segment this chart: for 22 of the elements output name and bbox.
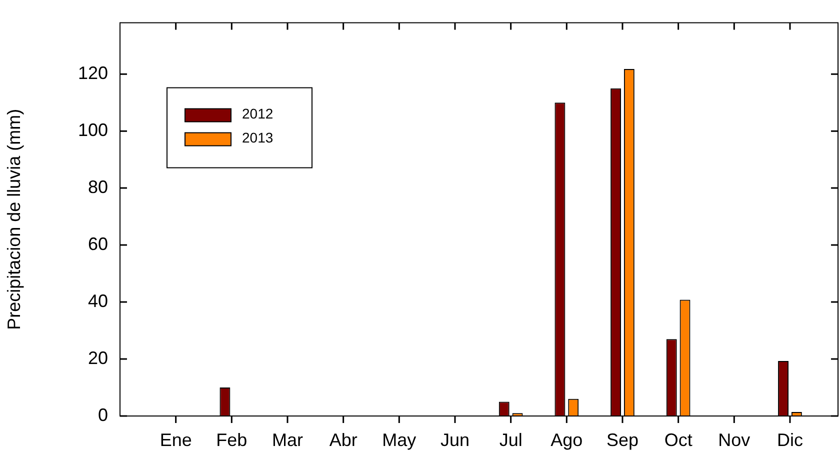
y-tick-label: 100	[78, 120, 108, 140]
y-tick-label: 80	[88, 177, 108, 198]
x-tick-label: Sep	[606, 430, 639, 450]
x-tick-label: Ago	[550, 430, 583, 450]
y-tick-label: 40	[88, 291, 108, 311]
y-tick-label: 60	[88, 234, 108, 254]
x-tick-label: Dic	[776, 430, 803, 450]
y-axis-title: Precipitacion de lluvia (mm)	[4, 108, 24, 330]
x-tick-label: May	[382, 430, 416, 450]
y-tick-label: 120	[78, 63, 108, 84]
legend-label: 2013	[242, 130, 274, 146]
x-tick-label: Ene	[160, 430, 192, 450]
x-tick-label: Abr	[329, 430, 358, 450]
y-tick-label: 20	[88, 348, 108, 368]
x-tick-label: Feb	[216, 430, 248, 450]
legend-label: 2012	[242, 106, 274, 122]
x-tick-label: Jul	[499, 430, 522, 450]
x-tick-label: Oct	[664, 430, 692, 450]
x-tick-label: Jun	[440, 430, 470, 450]
y-tick-label: 0	[98, 404, 108, 425]
x-tick-label: Nov	[718, 430, 750, 450]
x-tick-label: Mar	[272, 430, 303, 450]
